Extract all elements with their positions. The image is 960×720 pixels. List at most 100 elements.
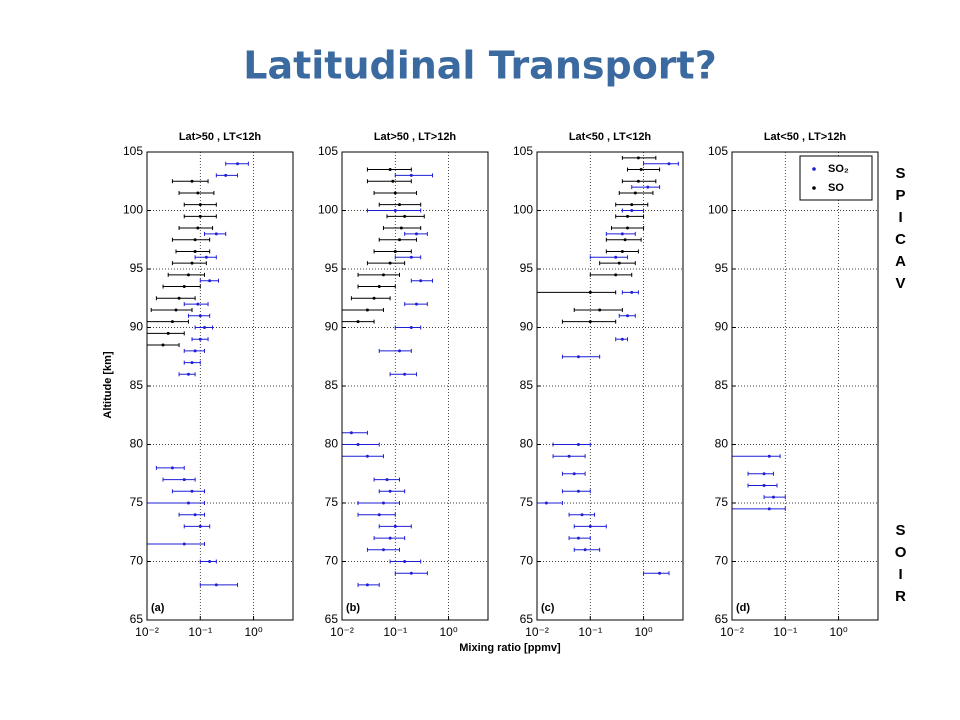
data-point [762,472,766,476]
data-point [646,185,650,189]
data-point [620,337,624,341]
data-point [388,261,392,265]
legend-marker [812,186,816,190]
y-tick-label: 70 [715,554,729,568]
data-point [385,478,389,482]
y-tick-label: 75 [520,495,534,509]
y-tick-label: 85 [520,378,534,392]
y-tick-label: 90 [715,320,729,334]
y-tick-label: 100 [123,203,143,217]
data-point [190,489,194,493]
data-point [397,238,401,242]
data-point [186,372,190,376]
data-point [617,261,621,265]
y-tick-label: 105 [318,144,338,158]
data-point [193,349,197,353]
data-point [186,501,190,505]
y-tick-label: 65 [325,612,339,626]
data-point [365,308,369,312]
data-point [190,361,194,365]
data-point [196,226,200,230]
data-point [381,501,385,505]
data-point [567,454,571,458]
data-point [170,466,174,470]
data-point [633,191,637,195]
data-point [190,179,194,183]
data-point [580,513,584,517]
y-tick-label: 70 [520,554,534,568]
y-tick-label: 65 [130,612,144,626]
data-point [388,489,392,493]
plot-frame [341,151,489,621]
data-point [161,343,165,347]
data-point [393,209,397,212]
data-point [576,536,580,540]
data-point [388,168,392,172]
x-tick-label: 10⁰ [439,625,457,639]
data-point [588,320,592,324]
data-point [419,279,423,283]
x-tick-label: 10⁻¹ [773,625,797,639]
data-point [409,571,413,575]
data-point [588,524,592,528]
x-axis-label: Mixing ratio [ppmv] [459,642,561,654]
data-point [658,571,662,575]
data-point [630,290,634,294]
y-tick-label: 85 [325,378,339,392]
data-point [224,173,228,177]
y-tick-label: 95 [325,261,339,275]
slide-title: Latitudinal Transport? [243,44,717,88]
y-tick-label: 90 [520,320,534,334]
data-point [196,191,200,195]
x-tick-label: 10⁻² [135,625,159,639]
x-tick-label: 10⁻² [330,625,354,639]
data-point [198,337,202,341]
data-point [198,524,202,528]
data-point [414,302,418,306]
y-tick-label: 65 [520,612,534,626]
data-point [177,296,181,300]
y-tick-label: 95 [520,261,534,275]
plot-frame [146,151,294,621]
y-tick-label: 80 [715,437,729,451]
data-point [202,326,206,329]
x-tick-label: 10⁻¹ [188,625,212,639]
data-point [399,226,403,230]
y-tick-label: 75 [130,495,144,509]
panel-title: Lat<50 , LT<12h [569,131,652,143]
data-point [403,372,407,376]
data-point [182,542,186,546]
side-label: SPICAV [892,165,909,297]
y-tick-label: 80 [520,437,534,451]
data-point [190,261,194,265]
x-tick-label: 10⁰ [829,625,847,639]
panel-label: (b) [346,602,360,614]
data-point [349,431,353,435]
data-point [630,203,634,207]
y-tick-label: 75 [715,495,729,509]
data-point [388,536,392,540]
data-point [182,478,186,482]
data-point [576,489,580,493]
data-point [186,273,190,277]
y-tick-label: 90 [325,320,339,334]
panel-title: Lat>50 , LT>12h [374,131,457,143]
data-point [381,548,385,552]
data-point [771,495,775,499]
legend-label: SO [828,182,844,194]
data-point [639,168,643,172]
y-tick-label: 95 [130,261,144,275]
data-point [403,560,407,563]
data-point [391,179,395,183]
data-point [572,472,576,476]
plot-frame [536,151,684,621]
data-point [626,226,630,230]
data-point [372,296,376,300]
data-point [174,308,178,312]
legend-marker [812,167,816,171]
data-point [409,255,413,259]
y-tick-label: 80 [325,437,339,451]
data-point [393,191,397,195]
data-point [767,454,771,458]
